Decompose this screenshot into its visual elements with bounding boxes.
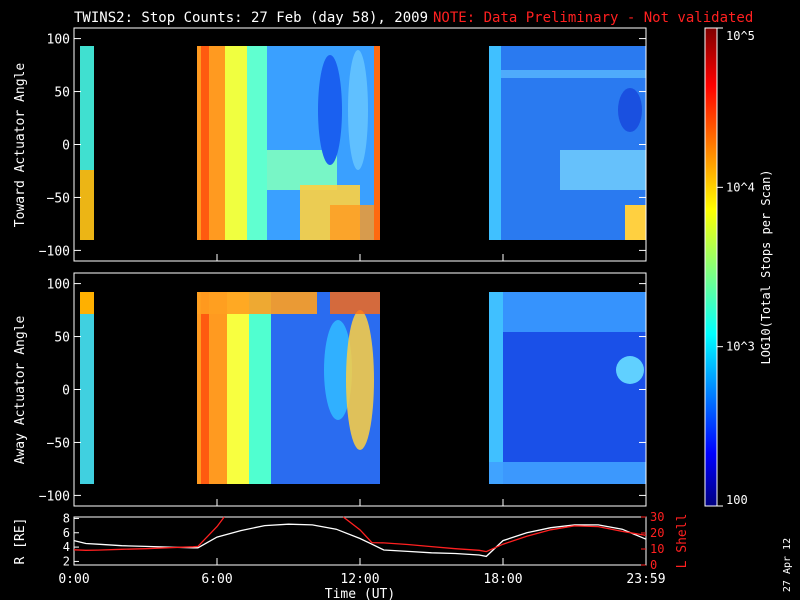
away-heatmap <box>80 292 646 484</box>
ephemeris-lines <box>73 516 647 558</box>
lshell-tick-label: 20 <box>650 526 664 540</box>
toward-heatmap <box>80 46 646 240</box>
away-ytick-label: 0 <box>62 384 70 399</box>
toward-y-axis: 100 50 0 −50 −100 <box>39 33 646 259</box>
away-ytick-label: 50 <box>54 331 70 346</box>
radius-tick-label: 4 <box>63 540 70 554</box>
away-axis-label: Away Actuator Angle <box>13 315 28 464</box>
colorbar-label: LOG10(Total Stops per Scan) <box>759 169 773 364</box>
radius-tick-label: 2 <box>63 554 70 568</box>
time-tick-label: 18:00 <box>483 572 522 587</box>
radius-series-line <box>73 523 647 558</box>
render-date-stamp: 27 Apr 12 <box>782 538 793 592</box>
radius-axis-label: R [RE] <box>13 518 28 565</box>
away-ytick-label: 100 <box>47 278 70 293</box>
toward-block-start-hot <box>80 170 94 240</box>
time-axis-label: Time (UT) <box>325 587 395 600</box>
figure-title: TWINS2: Stop Counts: 27 Feb (day 58), 20… <box>74 10 428 26</box>
toward-ytick-label: 100 <box>47 33 70 48</box>
colorbar-gradient <box>705 28 717 506</box>
toward-block-middle <box>197 46 380 240</box>
away-block-end <box>489 292 646 484</box>
toward-ytick-label: 50 <box>54 86 70 101</box>
away-angle-panel: 100 50 0 −50 −100 Away Actuator Angle <box>13 272 647 507</box>
lshell-tick-label: 10 <box>650 542 664 556</box>
colorbar: 10^5 10^4 10^3 100 LOG10(Total Stops per Sc… <box>704 27 773 507</box>
away-ytick-label: −50 <box>47 436 70 451</box>
colorbar-ticks: 10^5 10^4 10^3 100 <box>717 27 755 507</box>
lshell-axis-label: L Shell <box>675 514 690 569</box>
away-block-middle <box>197 292 380 484</box>
time-tick-label: 6:00 <box>201 572 232 587</box>
colorbar-frame <box>704 27 718 507</box>
toward-block-end <box>489 46 646 240</box>
away-block-start-hot <box>80 292 94 314</box>
preliminary-note: NOTE: Data Preliminary - Not validated <box>433 10 753 26</box>
toward-axis-label: Toward Actuator Angle <box>13 63 28 228</box>
colorbar-tick-label: 10^4 <box>726 180 755 194</box>
toward-ytick-label: 0 <box>62 139 70 154</box>
toward-ytick-label: −50 <box>47 191 70 206</box>
away-y-axis: 100 50 0 −50 −100 <box>39 278 646 504</box>
lshell-tick-label: 30 <box>650 510 664 524</box>
lshell-tick-label: 0 <box>650 558 657 572</box>
toward-ytick-label: −100 <box>39 244 70 259</box>
lshell-series-line <box>73 516 647 553</box>
time-tick-label: 23:59 <box>626 572 665 587</box>
time-tick-label: 12:00 <box>340 572 379 587</box>
colorbar-tick-label: 10^5 <box>726 29 755 43</box>
away-ytick-label: −100 <box>39 489 70 504</box>
lshell-axis: 30 20 10 0 <box>641 510 664 572</box>
toward-angle-panel: 100 50 0 −50 −100 Toward Actuator Angle <box>13 27 647 262</box>
colorbar-tick-label: 100 <box>726 493 748 507</box>
time-axis: 0:00 6:00 12:00 18:00 23:59 <box>58 254 666 587</box>
time-tick-label: 0:00 <box>58 572 89 587</box>
colorbar-tick-label: 10^3 <box>726 340 755 354</box>
radius-tick-label: 8 <box>63 511 70 525</box>
radius-tick-label: 6 <box>63 526 70 540</box>
away-block-start <box>80 292 94 484</box>
ephemeris-plot-frame <box>73 516 647 566</box>
